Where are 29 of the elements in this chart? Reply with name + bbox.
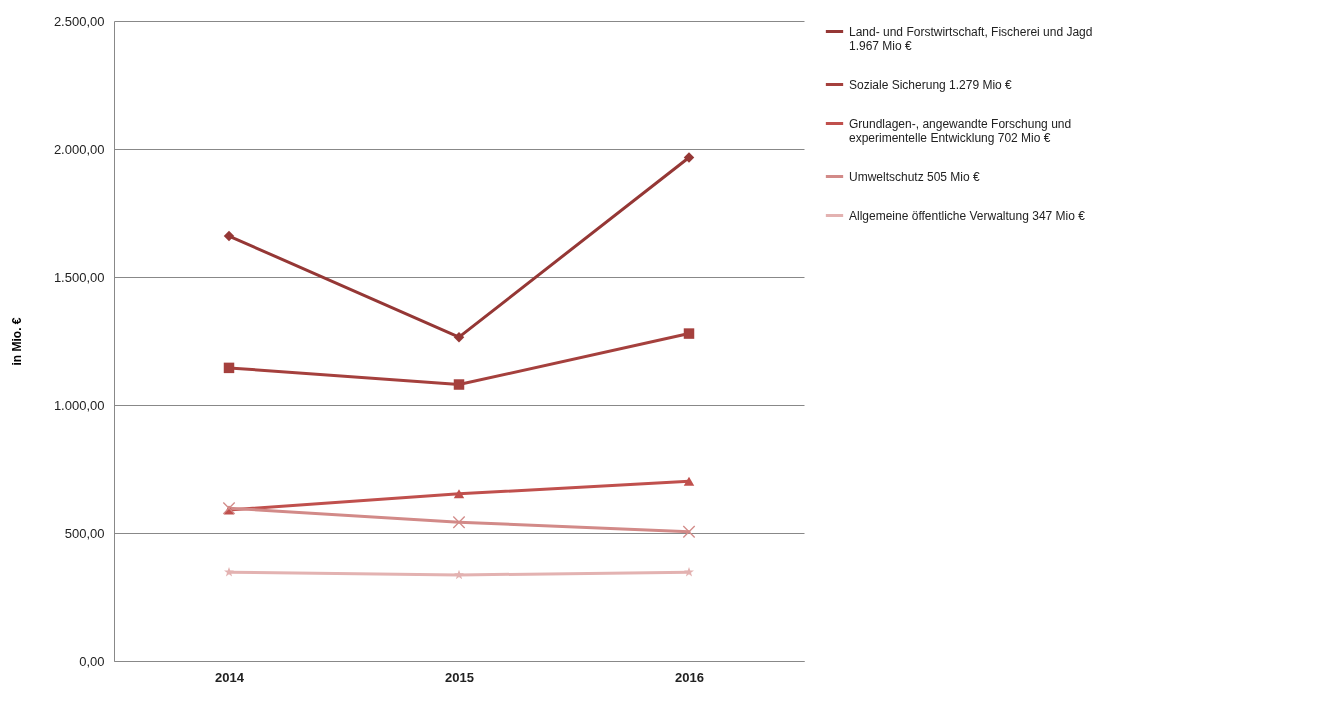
y-tick-label: 2.000,00 <box>53 141 105 157</box>
point <box>682 525 696 539</box>
legend-label: Land- und Forstwirtschaft, Fischerei und Jagd 1.967 Mio € <box>849 24 1093 53</box>
point <box>453 379 465 390</box>
point <box>683 152 695 163</box>
point <box>223 230 235 242</box>
point <box>454 569 464 580</box>
point <box>453 331 465 343</box>
point <box>224 566 234 577</box>
x-tick-label: 2016 <box>675 669 704 685</box>
legend-label: Soziale Sicherung 1.279 Mio € <box>849 77 1013 92</box>
point <box>222 501 236 515</box>
y-axis-title: in Mio. € <box>9 317 24 366</box>
x-tick-label: 2014 <box>215 669 245 685</box>
point <box>452 515 466 529</box>
legend-label: Grundlagen-, angewandte Forschung und experimentelle Entwicklung 702 Mio € <box>849 116 1072 145</box>
y-tick-label: 500,00 <box>64 525 105 541</box>
point <box>453 489 465 499</box>
point <box>684 566 694 577</box>
y-tick-label: 0,00 <box>79 653 105 669</box>
y-tick-label: 2.500,00 <box>53 13 105 29</box>
x-tick-label: 2015 <box>445 669 474 685</box>
point <box>683 328 695 339</box>
point <box>683 476 695 486</box>
point <box>223 362 235 374</box>
y-tick-label: 1.000,00 <box>53 397 105 413</box>
y-tick-label: 1.500,00 <box>53 269 105 285</box>
legend-label: Allgemeine öffentliche Verwaltung 347 Mio € <box>849 208 1086 223</box>
legend-label: Umweltschutz 505 Mio € <box>849 169 981 184</box>
